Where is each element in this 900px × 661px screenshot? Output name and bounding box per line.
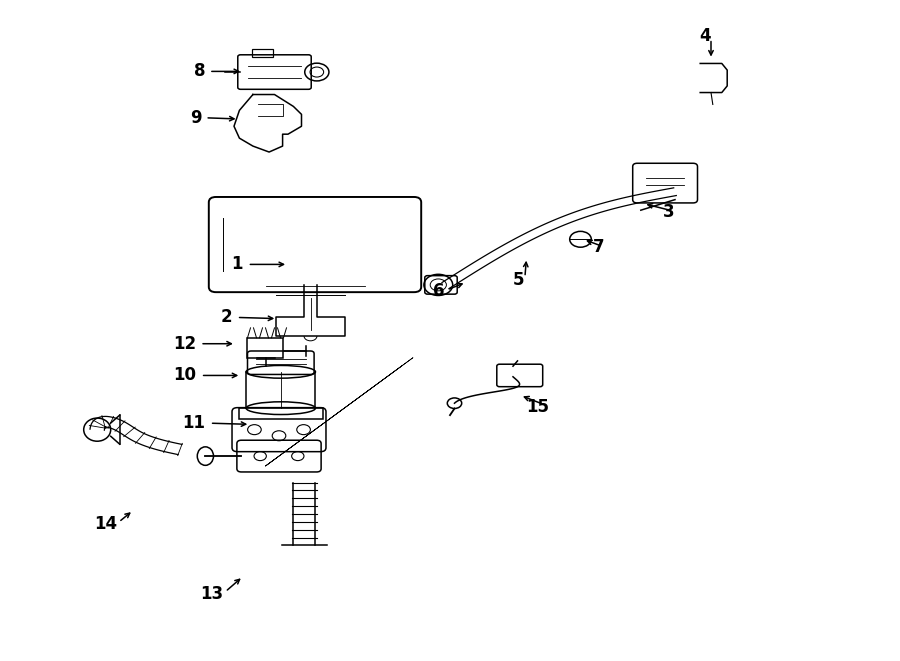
Text: 7: 7 [593, 238, 605, 256]
Text: 1: 1 [231, 255, 243, 274]
Bar [238, 408, 323, 419]
Text: 2: 2 [220, 308, 232, 327]
Text: 3: 3 [663, 202, 675, 221]
Bar [252, 49, 273, 57]
Text: 10: 10 [173, 366, 196, 385]
Text: 14: 14 [94, 514, 117, 533]
Text: 13: 13 [200, 584, 223, 603]
Text: 4: 4 [699, 27, 711, 46]
Bar [248, 338, 284, 358]
Text: 5: 5 [513, 270, 525, 289]
Text: 12: 12 [173, 334, 196, 353]
Text: 8: 8 [194, 62, 205, 81]
Text: 9: 9 [190, 108, 202, 127]
Text: 11: 11 [182, 414, 205, 432]
Text: 15: 15 [526, 397, 549, 416]
Text: 6: 6 [433, 282, 445, 300]
